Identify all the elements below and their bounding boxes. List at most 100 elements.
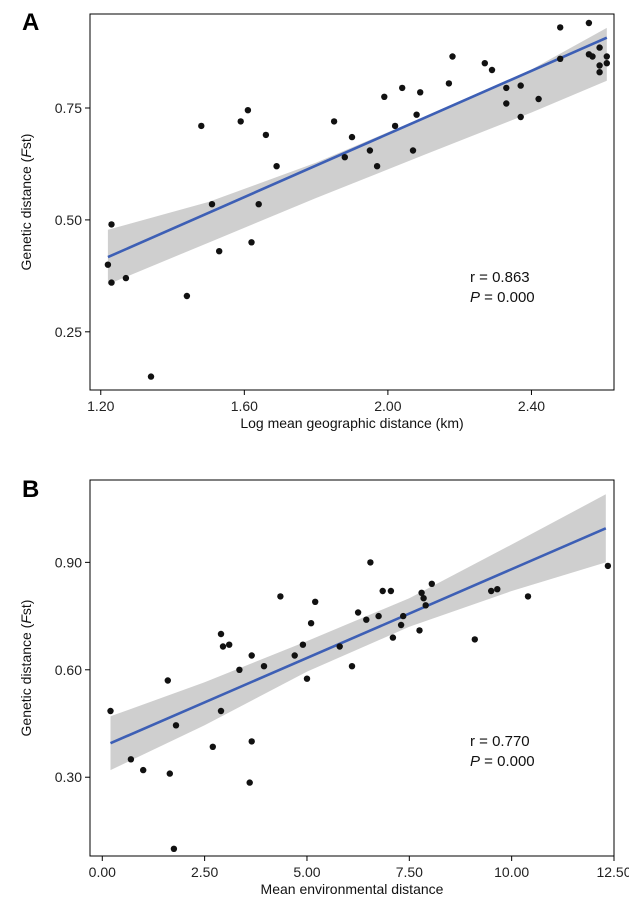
panel-b-x-tick-label-5: 12.50 (596, 864, 629, 880)
panel-b-point-30 (387, 587, 395, 595)
panel-b-x-tick-label-2: 5.00 (293, 864, 320, 880)
panel-a-p-symbol: P (470, 289, 480, 306)
panel-a-y-tick-label-1: 0.50 (55, 212, 82, 228)
panel-b-point-23 (336, 643, 343, 650)
panel-a-confidence-band (107, 27, 607, 285)
panel-b-point-18 (291, 652, 298, 659)
panel-b-point-24 (348, 663, 356, 670)
panel-b-confidence-band (110, 494, 606, 771)
panel-b-point-8 (217, 630, 225, 638)
panel-b-p-value: = 0.000 (480, 753, 535, 770)
panel-b-point-41 (494, 586, 501, 593)
panel-a-point-18 (366, 147, 374, 154)
panel-b-y-title-italic: F (18, 614, 34, 624)
panel-b-y-title-prefix: Genetic distance ( (18, 623, 34, 736)
panel-b-point-29 (379, 587, 386, 595)
panel-b-point-26 (363, 616, 370, 623)
panel-a-point-34 (535, 95, 542, 103)
panel-b-point-39 (471, 636, 478, 643)
panel-b-point-33 (400, 612, 407, 620)
panel-a-r-stat: r = 0.863 (470, 269, 530, 286)
panel-a-x-tick-label-1: 1.60 (231, 398, 258, 414)
panel-b-point-40 (488, 587, 495, 595)
panel-b-point-0 (107, 707, 114, 715)
panel-b-point-16 (260, 663, 268, 670)
panel-a-point-19 (373, 163, 381, 170)
panel-b-point-11 (226, 641, 233, 648)
panel-a-y-axis-title: Genetic distance (Fst) (18, 134, 34, 271)
panel-b-y-tick-label-1: 0.60 (55, 662, 82, 678)
panel-b-x-tick-label-0: 0.00 (89, 864, 116, 880)
panel-a-point-9 (237, 118, 244, 125)
panel-b-point-5 (170, 845, 178, 852)
panel-a-point-20 (381, 93, 388, 101)
panel-b-point-10 (217, 707, 225, 715)
panel-b-label: B (22, 476, 39, 503)
panel-b-point-37 (422, 602, 429, 609)
panel-a-point-14 (273, 163, 280, 170)
panel-a-point-27 (449, 53, 456, 60)
panel-b-point-31 (389, 634, 397, 641)
panel-b-point-36 (420, 595, 427, 602)
panel-a-point-6 (198, 122, 205, 130)
panel-a-y-tick-label-2: 0.75 (55, 100, 82, 116)
panel-a-point-15 (330, 118, 338, 125)
panel-b-point-3 (164, 677, 171, 684)
panel-a-plot-frame (89, 13, 615, 391)
panel-b-point-35 (418, 589, 425, 596)
panel-a-point-21 (391, 122, 399, 130)
panel-a-x-tick-label-2: 2.00 (374, 398, 401, 414)
panel-a-point-13 (262, 131, 270, 139)
panel-a-p-value: = 0.000 (480, 289, 535, 306)
panel-a-point-24 (413, 111, 420, 118)
panel-b-point-25 (354, 609, 362, 616)
panel-b-point-34 (416, 627, 423, 634)
panel-a-point-26 (445, 80, 453, 87)
panel-a-point-36 (557, 55, 564, 62)
panel-b-point-2 (140, 766, 147, 774)
panel-b-x-tick-label-4: 10.00 (494, 864, 529, 880)
panel-a-y-title-suffix: st) (18, 134, 34, 150)
panel-b-y-title-suffix: st) (18, 600, 34, 616)
panel-a-point-10 (244, 107, 252, 114)
panel-a-point-29 (488, 66, 496, 74)
panel-a-x-tick-label-3: 2.40 (518, 398, 545, 414)
panel-b-y-tick-label-0: 0.30 (55, 769, 82, 785)
panel-b-x-tick-label-1: 2.50 (191, 864, 218, 880)
panel-a-point-22 (399, 84, 406, 92)
panel-a-point-44 (603, 60, 610, 67)
panel-a-x-tick-label-0: 1.20 (87, 398, 114, 414)
panel-b-point-28 (375, 612, 382, 620)
panel-a-point-40 (596, 62, 603, 69)
panel-a-point-16 (341, 154, 348, 161)
panel-a-regression-line (107, 36, 608, 259)
panel-b-point-4 (166, 770, 173, 777)
panel-a-point-2 (108, 279, 115, 286)
panel-b-point-20 (303, 675, 311, 682)
panel-a-point-4 (147, 373, 155, 380)
panel-b-point-38 (428, 580, 435, 587)
panel-b-p-symbol: P (470, 753, 480, 770)
panel-a-point-35 (557, 24, 564, 31)
panel-a-point-39 (589, 53, 596, 60)
panel-b-point-1 (127, 756, 135, 763)
panel-b: B 0.00 2.50 5.00 7.50 10.00 12.50 0.30 0.60 0.90… (18, 476, 629, 897)
panel-a-point-25 (417, 89, 424, 96)
panel-a-point-8 (216, 248, 223, 255)
panel-a-point-0 (104, 261, 112, 268)
panel-b-point-21 (307, 620, 315, 627)
panel-b-point-6 (172, 722, 180, 729)
panel-b-point-17 (277, 593, 284, 600)
panel-b-y-axis-title: Genetic distance (Fst) (18, 600, 34, 737)
panel-a: A 1.20 1.60 2.00 2.40 0.25 0.50 0.75 r = 0.863… (18, 9, 615, 431)
panel-b-point-14 (248, 652, 255, 659)
panel-b-x-axis-title: Mean environmental distance (261, 881, 444, 897)
panel-a-point-11 (248, 239, 255, 246)
panel-a-y-title-prefix: Genetic distance ( (18, 157, 34, 270)
panel-a-point-30 (503, 84, 510, 92)
panel-a-point-7 (208, 201, 216, 208)
panel-a-point-43 (603, 53, 610, 60)
panel-a-point-12 (255, 201, 262, 208)
panel-a-point-5 (183, 292, 191, 300)
panel-a-point-28 (481, 60, 488, 67)
